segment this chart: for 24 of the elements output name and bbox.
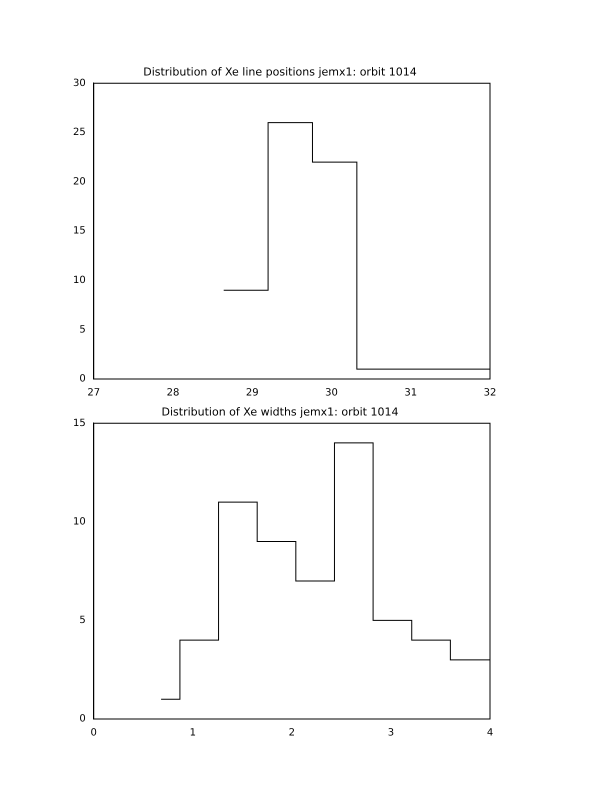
x-tick-label: 31	[404, 388, 418, 399]
y-tick-label: 5	[79, 324, 86, 336]
x-tick-label: 1	[190, 728, 196, 739]
x-tick-label: 2	[288, 728, 296, 739]
y-tick-label: 30	[72, 78, 86, 89]
y-tick-label: 20	[72, 176, 86, 188]
x-tick-label: 27	[87, 388, 100, 399]
chart-title: Distribution of Xe line positions jemx1: orbit 1014	[143, 65, 417, 78]
y-tick-label: 15	[72, 418, 86, 429]
x-tick-label: 28	[166, 388, 180, 399]
y-tick-label: 0	[79, 374, 86, 385]
y-tick-label: 15	[72, 226, 86, 237]
x-tick-label: 32	[484, 388, 496, 399]
x-tick-label: 4	[486, 728, 494, 739]
y-tick-label: 10	[72, 516, 86, 528]
y-tick-label: 25	[72, 127, 86, 138]
y-tick-label: 10	[72, 274, 86, 286]
x-tick-label: 0	[90, 728, 97, 739]
x-tick-label: 30	[325, 388, 338, 399]
y-tick-label: 0	[79, 714, 86, 725]
y-tick-label: 5	[79, 614, 86, 626]
chart-title: Distribution of Xe widths jemx1: orbit 1014	[162, 405, 398, 418]
x-tick-label: 29	[246, 388, 259, 399]
x-tick-label: 3	[388, 728, 394, 739]
